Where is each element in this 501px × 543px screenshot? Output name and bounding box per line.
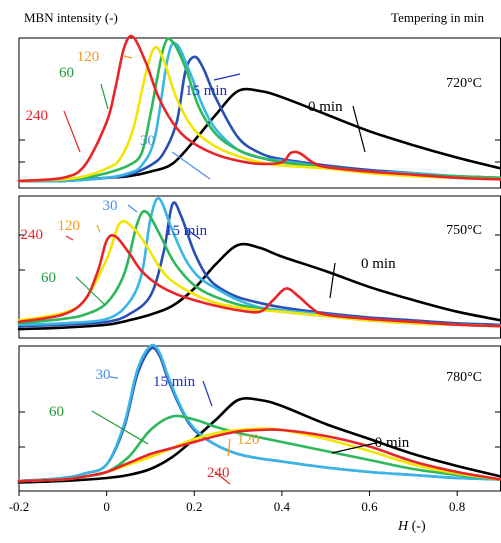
series-line-240 (17, 428, 501, 483)
series-label-text: 30 (103, 198, 118, 214)
panel-2: 30 120 240 15 min 0 min 60 750°C (17, 195, 501, 339)
series-label-text: 15 min (185, 83, 228, 99)
series-line-120 (17, 219, 501, 328)
series-label-120: 120 (227, 432, 260, 457)
series-label-text: 30 (140, 133, 155, 149)
series-label-0-min: 0 min (329, 256, 396, 299)
leader-line (171, 151, 211, 180)
series-label-30: 30 (96, 367, 119, 383)
series-line-0-min (17, 242, 501, 331)
series-label-60: 60 (59, 65, 109, 110)
series-label-30: 30 (103, 198, 138, 214)
series-label-120: 120 (58, 218, 101, 234)
series-label-240: 240 (26, 108, 81, 153)
x-tick-label: 0.6 (361, 499, 378, 514)
x-axis-title-unit: (-) (408, 519, 426, 534)
series-line-15-min (17, 55, 501, 183)
series-line-15-min (17, 346, 501, 483)
panel-temperature: 780°C (446, 370, 482, 385)
x-tick-label: 0.8 (449, 499, 465, 514)
y-axis-title: MBN intensity (-) (24, 10, 118, 25)
series-label-0-min: 0 min (308, 99, 366, 153)
panel-temperature: 720°C (446, 76, 482, 91)
series-label-120: 120 (77, 49, 133, 65)
panel-temperature: 750°C (446, 223, 482, 238)
series-label-text: 60 (41, 270, 56, 286)
series-line-30 (17, 197, 501, 328)
leader-line (75, 276, 106, 306)
series-label-text: 30 (96, 367, 111, 383)
series-label-text: 0 min (375, 435, 410, 451)
leader-line (65, 235, 74, 241)
leader-line (127, 204, 138, 213)
panel-3: 30 15 min 60 120 0 min 240 780°C (17, 343, 501, 492)
series-label-text: 240 (207, 465, 230, 481)
series-label-text: 60 (49, 404, 64, 420)
series-label-text: 240 (21, 227, 44, 243)
leader-line (100, 83, 109, 110)
series-label-240: 240 (21, 227, 74, 243)
leader-line (91, 410, 149, 445)
x-tick-label: -0.2 (9, 499, 30, 514)
x-axis-title: H (-) (397, 519, 426, 534)
leader-line (202, 380, 213, 407)
leader-line (331, 441, 381, 454)
series-label-15-min: 15 min (153, 374, 213, 407)
series-line-15-min (17, 201, 501, 328)
series-line-240 (17, 34, 501, 183)
series-label-text: 0 min (308, 99, 343, 115)
series-label-60: 60 (41, 270, 106, 306)
series-line-120 (17, 45, 501, 183)
series-label-text: 120 (237, 432, 260, 448)
series-label-15-min: 15 min (165, 223, 208, 240)
leader-line (352, 105, 366, 153)
leader-line (213, 73, 241, 81)
series-label-60: 60 (49, 404, 149, 445)
x-tick-label: 0 (103, 499, 110, 514)
series-label-240: 240 (207, 465, 231, 485)
series-label-text: 120 (77, 49, 100, 65)
x-tick-label: 0.2 (186, 499, 202, 514)
series-line-0-min (17, 397, 501, 484)
series-label-15-min: 15 min (185, 73, 241, 99)
panel-frame (18, 195, 501, 339)
series-line-30 (17, 343, 501, 483)
series-line-240 (17, 234, 501, 328)
leader-line (63, 110, 81, 153)
leader-line (227, 438, 231, 457)
leader-line (329, 262, 336, 299)
leader-line (123, 55, 133, 59)
leader-line (96, 224, 101, 233)
leader-line (109, 376, 119, 379)
series-label-text: 120 (58, 218, 81, 234)
series-label-text: 15 min (165, 223, 208, 239)
series-label-text: 240 (26, 108, 49, 124)
leader-line (214, 471, 231, 485)
x-tick-label: 0.4 (274, 499, 291, 514)
legend-title: Tempering in min (391, 10, 484, 25)
series-label-0-min: 0 min (331, 435, 410, 454)
x-axis-title-symbol: H (397, 519, 409, 534)
series-label-text: 15 min (153, 374, 196, 390)
series-label-text: 0 min (361, 256, 396, 272)
series-label-text: 60 (59, 65, 74, 81)
leader-line (187, 229, 201, 240)
series-line-0-min (17, 87, 501, 183)
series-label-30: 30 (140, 133, 211, 180)
